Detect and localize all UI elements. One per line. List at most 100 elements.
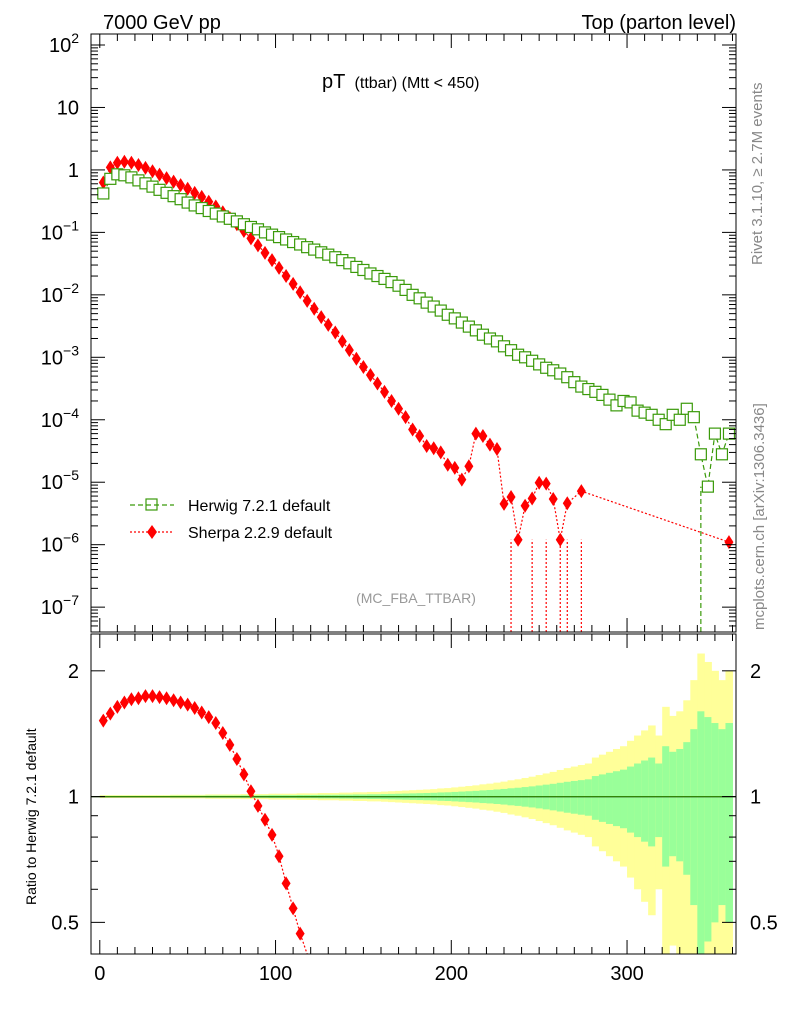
ratio-band-inner (662, 746, 670, 867)
ratio-band-inner (584, 779, 593, 816)
sherpa-point (422, 439, 432, 454)
sherpa-point (162, 171, 172, 186)
sherpa-point (520, 498, 530, 513)
sherpa-point (358, 359, 368, 374)
main-ytick-exponent: −7 (63, 592, 79, 608)
ratio-sherpa-point (126, 692, 136, 707)
ratio-sherpa-point (112, 699, 122, 714)
sherpa-point (316, 310, 326, 325)
sherpa-point (541, 476, 551, 491)
main-ytick-exponent: −6 (63, 530, 79, 546)
ratio-band-inner (641, 760, 649, 842)
ratio-sherpa-point (218, 725, 228, 740)
ratio-xtick-label: 300 (610, 963, 643, 985)
sherpa-point (450, 460, 460, 475)
sherpa-point (562, 496, 572, 511)
main-ytick-label: 10−1 (41, 217, 79, 244)
sherpa-point (302, 293, 312, 308)
sherpa-point (576, 484, 586, 499)
herwig-point (701, 480, 714, 493)
ratio-band-inner (577, 780, 586, 815)
ratio-band-inner (634, 763, 642, 838)
ratio-sherpa-point (232, 752, 242, 767)
sherpa-point (119, 154, 129, 169)
ratio-band-inner (612, 771, 621, 827)
sherpa-point (288, 276, 298, 291)
legend-sherpa-marker (147, 525, 157, 539)
ratio-xtick-label: 200 (435, 963, 468, 985)
ratio-sherpa-point (267, 827, 277, 842)
ratio-band-inner (718, 729, 726, 906)
main-series-layer (97, 154, 736, 632)
ratio-sherpa-point (253, 798, 263, 813)
sherpa-point (478, 428, 488, 443)
main-ytick-mantissa: 10 (49, 35, 71, 57)
header-left: 7000 GeV pp (103, 12, 221, 34)
main-ytick-exponent: −4 (63, 405, 79, 421)
main-ytick-mantissa: 10 (41, 472, 63, 494)
sherpa-point (260, 245, 270, 260)
main-ytick-exponent: 2 (71, 30, 79, 46)
ratio-sherpa-point (140, 689, 150, 704)
ratio-sherpa-point (183, 697, 193, 712)
main-ytick-label: 10−2 (41, 280, 79, 307)
ratio-sherpa-point (211, 716, 221, 731)
main-ytick-label: 10−7 (41, 592, 79, 619)
header-right: Top (parton level) (581, 12, 736, 34)
herwig-point (687, 411, 700, 424)
herwig-point (673, 413, 686, 426)
ratio-band-inner (620, 769, 628, 829)
ratio-sherpa-point (260, 812, 270, 827)
sherpa-point (534, 475, 544, 490)
legend-herwig-label: Herwig 7.2.1 default (188, 498, 331, 515)
ratio-band-inner (598, 774, 607, 822)
ratio-ytick-label-right: 2 (750, 661, 761, 683)
ratio-band-inner (605, 772, 614, 824)
sherpa-point (169, 174, 179, 189)
main-ytick-label: 10−6 (41, 530, 79, 557)
ratio-sherpa-point (288, 901, 298, 916)
main-ytick-exponent: −2 (63, 280, 79, 296)
ratio-series-layer (98, 689, 308, 955)
ratio-ticks: 0.5 0.5 1 1 2 2 0 100 200 300 (51, 634, 778, 985)
sherpa-point (548, 491, 558, 506)
sherpa-line (102, 161, 730, 543)
sherpa-point (323, 317, 333, 332)
ratio-xtick-label: 0 (94, 963, 105, 985)
sherpa-point (337, 334, 347, 349)
main-title: pT (ttbar) (Mtt < 450) (322, 71, 479, 93)
watermark: (MC_FBA_TTBAR) (356, 590, 476, 606)
ratio-sherpa-point (105, 706, 115, 721)
sherpa-point (471, 426, 481, 441)
sherpa-point (506, 489, 516, 504)
legend-herwig-marker (145, 498, 158, 511)
herwig-point (680, 402, 693, 415)
ratio-sherpa-line (102, 695, 308, 955)
ratio-sherpa-point (197, 705, 207, 720)
legend-entry-herwig: Herwig 7.2.1 default (130, 498, 331, 515)
sherpa-point (330, 325, 340, 340)
ratio-band-inner (570, 780, 579, 814)
sherpa-point (492, 442, 502, 457)
ratio-sherpa-point (162, 691, 172, 706)
sherpa-point (140, 160, 150, 175)
sherpa-point (443, 457, 453, 472)
ratio-band-inner (676, 748, 684, 862)
sherpa-point (415, 428, 425, 443)
ratio-sherpa-point (274, 849, 284, 864)
sherpa-point (126, 155, 136, 170)
ratio-xtick-label: 100 (259, 963, 292, 985)
rivet-label: Rivet 3.1.10, ≥ 2.7M events (749, 83, 766, 266)
ratio-band-inner (669, 751, 677, 857)
sherpa-point (112, 155, 122, 170)
sherpa-point (372, 376, 382, 391)
ratio-ytick-label-right: 1 (750, 787, 761, 809)
sherpa-point (176, 178, 186, 193)
sherpa-point (457, 472, 467, 487)
sherpa-point (408, 422, 418, 437)
legend: Herwig 7.2.1 default Sherpa 2.2.9 defaul… (130, 498, 333, 542)
sherpa-point (513, 532, 523, 547)
main-ytick-mantissa: 10 (41, 535, 63, 557)
